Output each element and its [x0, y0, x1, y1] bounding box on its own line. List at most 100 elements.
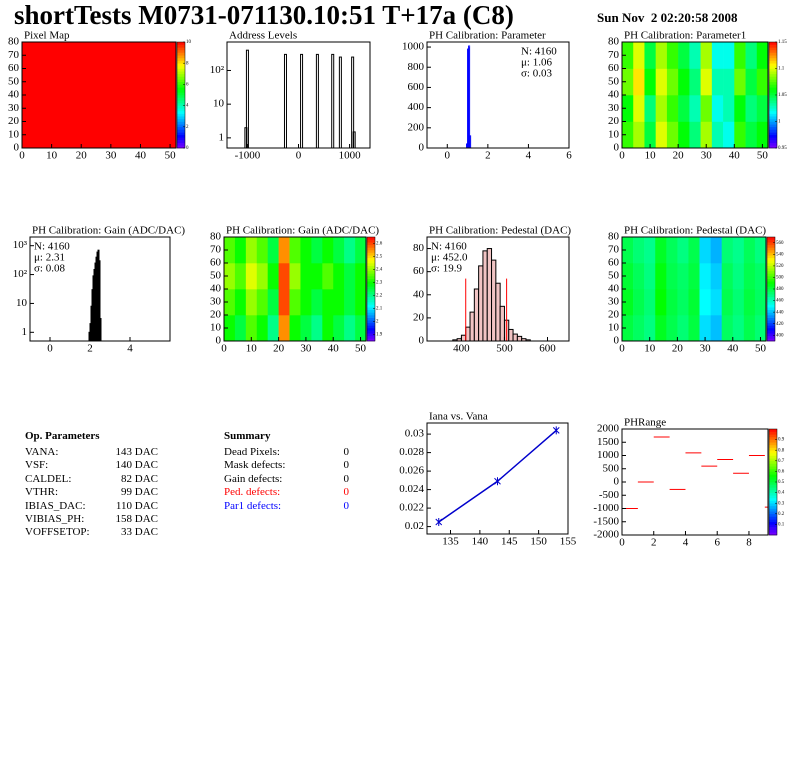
heat-cell: [689, 95, 701, 122]
heat-cell: [267, 263, 279, 290]
y-tick-label: 0.028: [399, 446, 424, 458]
heat-cell: [666, 121, 679, 148]
frame: [29, 236, 171, 342]
frame: [226, 41, 371, 149]
plot-area: [244, 49, 356, 148]
heat-cell: [732, 315, 745, 341]
param-name: IBIAS_DAC:: [25, 499, 86, 512]
color-scale: [177, 73, 185, 77]
color-scale: [367, 270, 375, 274]
color-scale: [177, 102, 185, 106]
heat-cell: [745, 121, 758, 148]
x-tick-label: 140: [472, 536, 489, 548]
heat-cell: [289, 315, 301, 341]
heat-cell: [732, 289, 745, 316]
y-tick-label: 20: [8, 115, 20, 127]
y-tick-label: 10: [608, 128, 620, 140]
color-scale: [769, 508, 777, 512]
heat-cell: [666, 95, 679, 122]
color-scale: [367, 312, 375, 316]
color-scale: [769, 63, 777, 67]
heat-cell: [688, 315, 700, 341]
stats-text: μ: 452.0: [431, 252, 468, 264]
color-scale: [769, 142, 777, 146]
heat-cell: [622, 42, 634, 69]
chart-title: Address Levels: [229, 30, 297, 42]
z-tick-label: 2.1: [376, 307, 383, 312]
summary-label: Mask defects:: [224, 459, 286, 472]
y-tick-label: 10²: [13, 268, 28, 280]
heat-cell: [666, 263, 678, 290]
y-tick-label: 2000: [597, 423, 620, 435]
heat-cell: [333, 263, 345, 290]
color-scale: [367, 250, 375, 253]
color-scale: [769, 57, 777, 61]
heat-cell: [734, 42, 746, 69]
color-scale: [769, 450, 777, 454]
color-scale: [769, 97, 777, 101]
heat-cell: [721, 289, 734, 316]
frame: [223, 236, 367, 342]
heat-cell: [344, 315, 356, 341]
y-tick-label: 0.03: [405, 428, 425, 440]
spike: [352, 131, 356, 148]
color-scale: [769, 519, 777, 523]
summary-value: 0: [343, 486, 350, 499]
color-scale: [769, 73, 777, 77]
color-scale: [177, 44, 185, 48]
x-tick-label: 20: [273, 343, 285, 355]
color-scale: [767, 276, 775, 279]
y-tick-label: 500: [603, 462, 620, 474]
color-scale: [769, 84, 777, 88]
table-title: Summary: [224, 430, 271, 442]
color-scale: [769, 484, 777, 488]
heat-cell: [633, 121, 645, 148]
y-tick-label: 1: [219, 131, 225, 143]
heat-cell: [300, 237, 312, 264]
y-tick-label: -1500: [593, 515, 619, 527]
frame: [426, 236, 570, 342]
heat-cell: [644, 289, 656, 316]
heat-cell: [644, 121, 656, 148]
color-scale: [177, 142, 185, 146]
color-scale: [367, 273, 375, 277]
z-tick-label: 540: [776, 252, 784, 257]
x-tick-label: 6: [714, 537, 720, 549]
param-name: VTHR:: [25, 486, 58, 499]
color-scale: [769, 436, 777, 440]
color-scale: [367, 299, 375, 303]
color-scale: [769, 511, 777, 515]
table-row: CALDEL: 82 DAC: [25, 473, 165, 486]
table-row: Ped. defects: 0: [224, 486, 349, 499]
color-scale: [769, 474, 777, 477]
heat-cell: [644, 68, 656, 96]
x-tick-label: 0: [221, 343, 227, 355]
heat-cell: [644, 95, 656, 122]
color-scale: [769, 71, 777, 75]
z-tick-label: 420: [776, 322, 784, 327]
z-tick-label: 0.8: [778, 448, 785, 453]
z-tick-label: 560: [776, 241, 784, 246]
stats-text: σ: 0.08: [34, 263, 65, 275]
z-tick-label: 0.2: [778, 512, 785, 517]
hist-bin: [469, 311, 475, 341]
color-scale: [769, 492, 777, 496]
color-scale: [367, 278, 375, 282]
heat-cell: [655, 289, 667, 316]
color-scale: [767, 281, 775, 285]
z-tick-label: 2.6: [376, 242, 383, 247]
color-scale: [769, 476, 777, 480]
color-scale-frame: [366, 236, 376, 342]
color-scale: [769, 529, 777, 533]
heat-cell: [710, 289, 722, 316]
marker: [552, 426, 560, 435]
hist-bin: [99, 318, 102, 341]
color-scale: [769, 463, 777, 467]
heat-cell: [689, 121, 701, 148]
color-scale: [769, 113, 777, 117]
x-tick-label: 145: [501, 536, 518, 548]
color-scale: [367, 335, 375, 339]
color-scale: [367, 244, 375, 248]
y-tick-label: 10³: [13, 239, 28, 251]
heat-cell: [666, 237, 678, 264]
